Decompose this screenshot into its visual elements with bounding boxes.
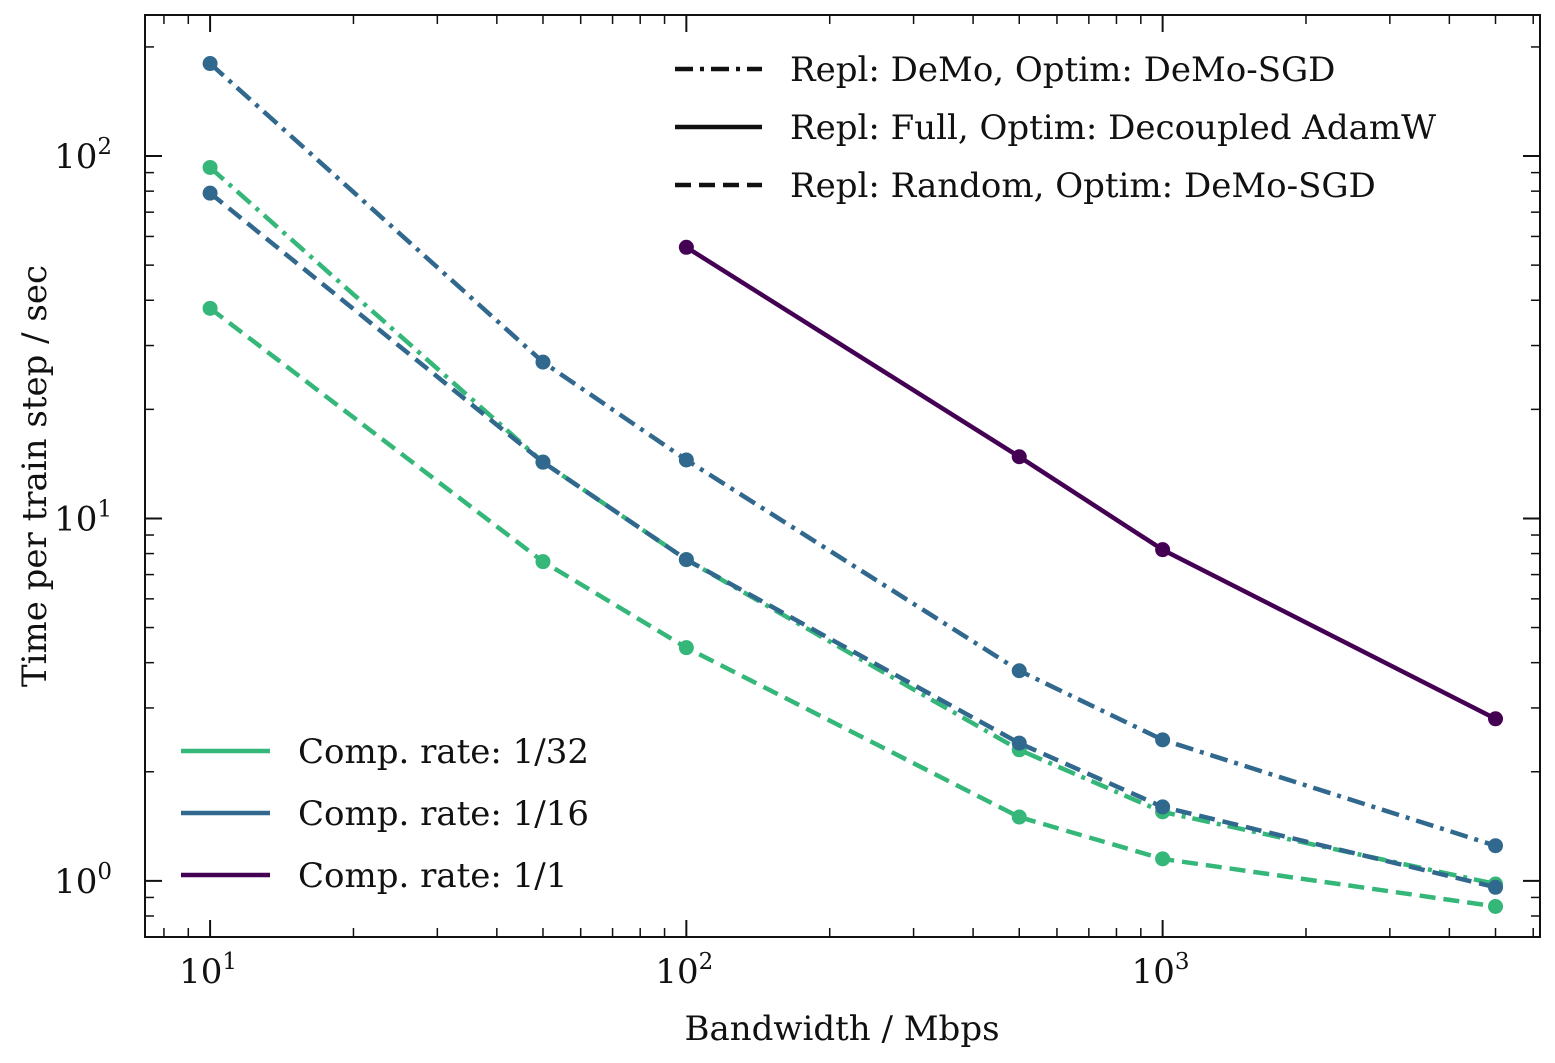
series-dashdot-1-16 [202, 56, 1504, 854]
plot-background [145, 15, 1540, 937]
x-tick-label: 101 [179, 949, 237, 992]
series-layer [202, 56, 1504, 914]
data-point [1488, 879, 1504, 895]
data-point [678, 552, 694, 568]
data-point [1011, 809, 1027, 825]
y-axis-title: Time per train step / sec [15, 265, 55, 687]
y-tick-label: 101 [54, 496, 112, 539]
legend-rate-label: Comp. rate: 1/32 [298, 732, 589, 772]
data-point [1488, 711, 1504, 727]
data-point [1011, 663, 1027, 679]
data-point [202, 159, 218, 175]
data-point [1488, 838, 1504, 854]
data-point [202, 56, 218, 72]
x-minor-ticks [163, 15, 1534, 937]
data-point [1488, 898, 1504, 914]
series-dashed-1-16 [202, 185, 1504, 895]
data-point [1011, 735, 1027, 751]
series-line [208, 165, 1496, 887]
data-point [1155, 851, 1171, 867]
legend-style-label: Repl: DeMo, Optim: DeMo-SGD [790, 50, 1335, 90]
series-solid-1-1 [678, 239, 1504, 727]
data-point [535, 554, 551, 570]
legend-style-label: Repl: Full, Optim: Decoupled AdamW [790, 108, 1436, 148]
legend-rate-label: Comp. rate: 1/1 [298, 856, 567, 896]
series-line [208, 306, 1496, 909]
x-axis-title: Bandwidth / Mbps [684, 1009, 999, 1049]
legend-style-label: Repl: Random, Optim: DeMo-SGD [790, 166, 1376, 206]
y-tick-label: 102 [54, 134, 112, 177]
series-line [685, 245, 1497, 721]
legend-compression-rates: Comp. rate: 1/32 Comp. rate: 1/16 Comp. ra… [181, 732, 589, 896]
data-point [1011, 449, 1027, 465]
data-point [1155, 799, 1171, 815]
legend-line-styles: Repl: DeMo, Optim: DeMo-SGD Repl: Full, O… [675, 50, 1436, 206]
data-point [1155, 542, 1171, 558]
y-major-ticks: 100 101 102 [54, 134, 1540, 902]
series-line [208, 61, 1497, 848]
x-tick-label: 102 [655, 949, 713, 992]
x-major-ticks: 101 102 103 [179, 15, 1190, 992]
x-tick-label: 103 [1132, 949, 1190, 992]
series-dashed-1-32 [202, 300, 1504, 914]
data-point [1155, 732, 1171, 748]
data-point [202, 185, 218, 201]
data-point [202, 300, 218, 316]
y-tick-label: 100 [54, 859, 112, 902]
data-point [535, 454, 551, 470]
data-point [678, 239, 694, 255]
legend-rate-label: Comp. rate: 1/16 [298, 794, 589, 834]
plot-frame [144, 14, 1541, 938]
data-point [678, 640, 694, 656]
data-point [535, 354, 551, 370]
data-point [678, 452, 694, 468]
